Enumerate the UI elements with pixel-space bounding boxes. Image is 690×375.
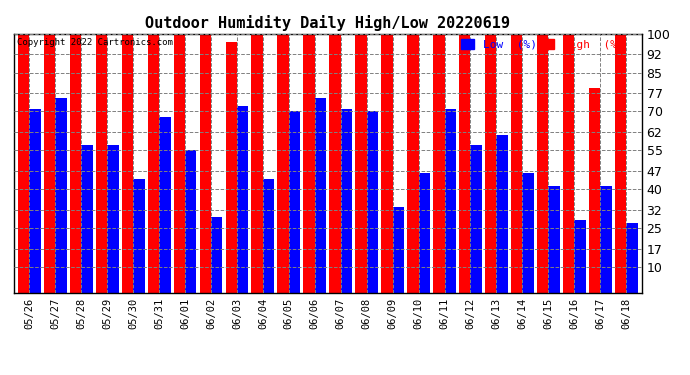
Bar: [277, 34, 289, 292]
Bar: [304, 34, 315, 292]
Bar: [563, 34, 574, 292]
Bar: [589, 88, 600, 292]
Bar: [444, 109, 456, 292]
Bar: [615, 34, 626, 292]
Bar: [315, 99, 326, 292]
Bar: [407, 34, 419, 292]
Bar: [70, 34, 81, 292]
Bar: [226, 42, 237, 292]
Bar: [355, 34, 366, 292]
Bar: [522, 174, 534, 292]
Bar: [366, 111, 378, 292]
Bar: [549, 186, 560, 292]
Bar: [459, 34, 471, 292]
Bar: [600, 186, 611, 292]
Bar: [329, 34, 341, 292]
Legend: Low  (%), High  (%): Low (%), High (%): [461, 39, 624, 50]
Bar: [55, 99, 67, 292]
Bar: [511, 34, 522, 292]
Bar: [159, 117, 170, 292]
Bar: [263, 178, 275, 292]
Bar: [496, 135, 508, 292]
Bar: [237, 106, 248, 292]
Bar: [574, 220, 586, 292]
Bar: [81, 145, 92, 292]
Bar: [471, 145, 482, 292]
Bar: [121, 34, 133, 292]
Bar: [537, 34, 549, 292]
Bar: [289, 111, 300, 292]
Bar: [433, 34, 444, 292]
Bar: [44, 34, 55, 292]
Bar: [393, 207, 404, 292]
Bar: [199, 34, 211, 292]
Bar: [133, 178, 145, 292]
Bar: [96, 34, 107, 292]
Bar: [485, 34, 496, 292]
Bar: [251, 34, 263, 292]
Bar: [107, 145, 119, 292]
Bar: [30, 109, 41, 292]
Title: Outdoor Humidity Daily High/Low 20220619: Outdoor Humidity Daily High/Low 20220619: [146, 15, 510, 31]
Bar: [185, 150, 197, 292]
Bar: [341, 109, 352, 292]
Bar: [626, 223, 638, 292]
Bar: [419, 174, 430, 292]
Bar: [18, 34, 30, 292]
Bar: [211, 217, 222, 292]
Text: Copyright 2022 Cartronics.com: Copyright 2022 Cartronics.com: [17, 38, 172, 46]
Bar: [381, 34, 393, 292]
Bar: [174, 34, 185, 292]
Bar: [148, 34, 159, 292]
